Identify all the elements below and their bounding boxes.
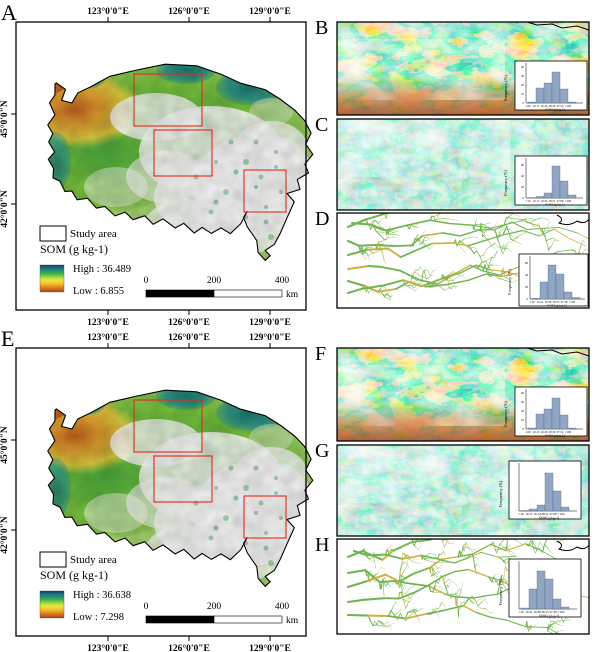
svg-text:km: km <box>286 616 299 626</box>
svg-text:20: 20 <box>525 285 529 289</box>
svg-text:>100: >100 <box>565 430 572 434</box>
svg-text:126°0'0"E: 126°0'0"E <box>168 6 210 17</box>
svg-text:<10: <10 <box>530 300 535 304</box>
svg-text:H: H <box>315 534 329 556</box>
svg-text:126°0'0"E: 126°0'0"E <box>168 332 210 343</box>
svg-text:Frequency (%): Frequency (%) <box>503 170 508 196</box>
svg-text:G: G <box>315 440 329 462</box>
svg-text:D: D <box>315 208 329 230</box>
svg-text:<10: <10 <box>526 199 531 203</box>
svg-text:129°0'0"E: 129°0'0"E <box>249 6 291 17</box>
svg-text:Study area: Study area <box>70 554 117 566</box>
svg-text:Frequency (%): Frequency (%) <box>503 401 508 427</box>
svg-text:0: 0 <box>144 602 149 612</box>
svg-text:A: A <box>1 0 17 25</box>
svg-text:30: 30 <box>521 74 525 78</box>
svg-text:37.36: 37.36 <box>549 610 557 614</box>
svg-text:28.55: 28.55 <box>541 610 549 614</box>
svg-text:20: 20 <box>521 185 525 189</box>
svg-text:10.13: 10.13 <box>533 430 540 434</box>
svg-text:200: 200 <box>207 602 222 612</box>
svg-text:B: B <box>315 17 328 39</box>
svg-text:400: 400 <box>275 602 290 612</box>
svg-text:F: F <box>315 343 326 365</box>
svg-text:Frequency (%): Frequency (%) <box>507 269 512 295</box>
svg-text:40: 40 <box>525 273 529 277</box>
svg-text:40: 40 <box>521 174 525 178</box>
svg-text:Low : 7.298: Low : 7.298 <box>73 612 124 623</box>
svg-text:40: 40 <box>521 65 525 69</box>
svg-text:SOM (g kg-1): SOM (g kg-1) <box>539 615 560 619</box>
svg-text:200: 200 <box>207 276 222 286</box>
svg-text:High : 36.489: High : 36.489 <box>73 264 131 275</box>
svg-text:SOM (g kg-1): SOM (g kg-1) <box>539 517 560 521</box>
svg-text:>100: >100 <box>558 512 565 516</box>
svg-text:Study area: Study area <box>70 228 117 240</box>
svg-text:SOM (g kg-1): SOM (g kg-1) <box>545 434 564 438</box>
svg-text:SOM (g kg-1): SOM (g kg-1) <box>40 568 108 582</box>
svg-text:37.68: 37.68 <box>549 512 557 516</box>
svg-text:28.51: 28.51 <box>541 512 549 516</box>
svg-text:SOM (g kg-1): SOM (g kg-1) <box>545 108 564 112</box>
svg-text:>100: >100 <box>565 199 572 203</box>
svg-text:20: 20 <box>521 83 525 87</box>
svg-text:10.13: 10.13 <box>533 104 540 108</box>
svg-text:10.21: 10.21 <box>537 300 544 304</box>
svg-text:123°0'0"E: 123°0'0"E <box>87 317 129 328</box>
svg-text:C: C <box>315 114 328 136</box>
svg-text:126°0'0"E: 126°0'0"E <box>168 317 210 328</box>
svg-text:10: 10 <box>521 418 525 422</box>
svg-text:19.38: 19.38 <box>533 610 541 614</box>
svg-text:Frequency (%): Frequency (%) <box>498 480 503 507</box>
svg-text:10: 10 <box>521 92 525 96</box>
svg-text:>100: >100 <box>558 610 565 614</box>
svg-text:400: 400 <box>275 276 290 286</box>
svg-text:20: 20 <box>521 409 525 413</box>
svg-text:SOM (g kg-1): SOM (g kg-1) <box>40 242 108 256</box>
svg-text:10.17: 10.17 <box>533 199 540 203</box>
svg-text:40: 40 <box>521 391 525 395</box>
svg-text:Frequency (%): Frequency (%) <box>498 578 503 605</box>
svg-text:45°0'0"N: 45°0'0"N <box>0 100 10 138</box>
svg-text:30: 30 <box>521 400 525 404</box>
svg-text:1.00: 1.00 <box>525 104 531 108</box>
svg-text:10.21: 10.21 <box>525 610 533 614</box>
svg-text:Low : 6.855: Low : 6.855 <box>73 286 124 297</box>
svg-text:19.34: 19.34 <box>533 512 541 516</box>
svg-text:129°0'0"E: 129°0'0"E <box>249 317 291 328</box>
svg-text:123°0'0"E: 123°0'0"E <box>87 332 129 343</box>
svg-text:High : 36.638: High : 36.638 <box>73 590 131 601</box>
svg-text:0: 0 <box>144 276 149 286</box>
svg-text:E: E <box>1 326 14 351</box>
svg-text:42°0'0"N: 42°0'0"N <box>0 190 10 228</box>
svg-text:SOM (g kg-1): SOM (g kg-1) <box>547 304 566 308</box>
svg-text:<10: <10 <box>518 512 524 516</box>
svg-text:60: 60 <box>525 261 529 265</box>
svg-text:10.17: 10.17 <box>525 512 533 516</box>
svg-text:42°0'0"N: 42°0'0"N <box>0 516 10 554</box>
svg-text:123°0'0"E: 123°0'0"E <box>87 643 129 652</box>
svg-text:1.00: 1.00 <box>525 430 531 434</box>
svg-text:>100: >100 <box>569 300 576 304</box>
svg-text:126°0'0"E: 126°0'0"E <box>168 643 210 652</box>
svg-text:>100: >100 <box>565 104 572 108</box>
svg-text:Frequency (%): Frequency (%) <box>503 75 508 101</box>
svg-text:123°0'0"E: 123°0'0"E <box>87 6 129 17</box>
svg-text:129°0'0"E: 129°0'0"E <box>249 643 291 652</box>
svg-text:SOM (g kg-1): SOM (g kg-1) <box>545 203 564 207</box>
svg-text:129°0'0"E: 129°0'0"E <box>249 332 291 343</box>
svg-text:45°0'0"N: 45°0'0"N <box>0 426 10 464</box>
svg-text:60: 60 <box>521 163 525 167</box>
svg-text:km: km <box>286 290 299 300</box>
svg-text:<10: <10 <box>518 610 524 614</box>
